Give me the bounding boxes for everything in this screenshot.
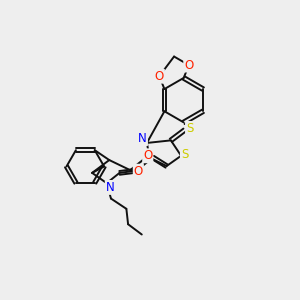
Text: N: N [106,181,115,194]
Text: N: N [138,132,147,145]
Text: O: O [143,149,152,162]
Text: S: S [186,122,194,135]
Text: S: S [181,148,188,160]
Text: O: O [155,70,164,83]
Text: O: O [134,165,143,178]
Text: O: O [184,58,194,72]
